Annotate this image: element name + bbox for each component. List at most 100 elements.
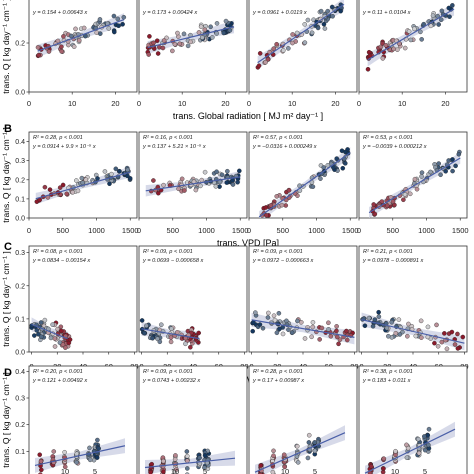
data-point — [106, 26, 112, 31]
data-point — [380, 56, 386, 61]
data-point — [161, 469, 166, 474]
data-point — [208, 24, 213, 30]
data-point — [174, 467, 179, 472]
data-point — [328, 334, 334, 339]
data-point — [312, 448, 318, 454]
x-tick-label: 5 — [203, 467, 207, 474]
data-point — [58, 328, 64, 334]
data-point — [365, 67, 371, 72]
regression-stats: R² = 0.53, p < 0.001 — [363, 135, 413, 141]
panel-label-C: C — [4, 241, 12, 253]
data-point — [199, 177, 205, 183]
y-tick-label: 0.4 — [15, 139, 25, 146]
data-point — [250, 328, 255, 334]
data-point — [450, 168, 455, 174]
data-point — [397, 332, 403, 337]
data-point — [258, 463, 263, 468]
data-point — [432, 340, 437, 346]
data-point — [37, 452, 43, 457]
regression-line — [368, 157, 461, 214]
data-point — [257, 322, 263, 327]
data-point — [321, 165, 326, 170]
data-point — [83, 177, 89, 183]
data-point — [235, 179, 240, 185]
x-axis-label: trans. VPD [Pa] — [217, 238, 279, 248]
x-tick-label: 500 — [276, 226, 289, 235]
data-point — [402, 192, 408, 197]
data-point — [317, 337, 322, 342]
data-point — [295, 444, 300, 449]
data-point — [224, 180, 230, 185]
data-point — [436, 161, 441, 166]
data-point — [170, 48, 175, 54]
data-point — [295, 318, 300, 324]
data-point — [271, 46, 277, 51]
data-point — [384, 325, 390, 331]
data-point — [253, 310, 258, 315]
data-point — [276, 311, 282, 316]
data-point — [376, 314, 382, 319]
data-point — [425, 324, 431, 330]
data-point — [175, 30, 180, 36]
data-point — [366, 315, 372, 321]
data-point — [271, 453, 276, 458]
x-tick-label: 500 — [166, 226, 179, 235]
data-point — [125, 167, 130, 173]
data-point — [430, 13, 436, 18]
data-point — [271, 448, 276, 454]
data-point — [368, 464, 374, 469]
data-point — [416, 450, 422, 456]
data-point — [181, 31, 187, 37]
regression-line — [251, 319, 355, 338]
x-tick-label: 1500 — [122, 226, 139, 235]
regression-line — [31, 323, 68, 340]
data-point — [305, 17, 311, 23]
regression-stats: y = 0.0834 − 0.00154 x — [32, 258, 90, 264]
data-point — [452, 342, 458, 347]
data-point — [390, 199, 396, 204]
y-axis-label: trans. Q [ kg day⁻¹ cm⁻¹ ] — [1, 127, 11, 222]
subplot-D-2: R² = 0.09, p < 0.001 y = 0.0743 + 0.00232… — [138, 365, 248, 474]
data-point — [422, 447, 428, 453]
data-point — [155, 51, 161, 56]
data-point — [179, 176, 185, 182]
plot-frame — [358, 365, 468, 474]
data-point — [107, 181, 112, 187]
regression-stats: R² = 0.08, p < 0.001 — [33, 249, 83, 255]
y-tick-label: 0.2 — [15, 177, 25, 184]
data-point — [325, 163, 331, 168]
data-point — [330, 14, 335, 19]
data-point — [94, 455, 100, 460]
data-point — [219, 172, 225, 178]
data-point — [80, 180, 85, 185]
data-point — [337, 337, 343, 342]
subplot-D-4: R² = 0.38, p < 0.001 y = 0.183 + 0.011 x 1… — [358, 365, 468, 474]
x-tick-label: 10 — [391, 467, 399, 474]
regression-stats: y = 0.0978 − 0.000891 x — [362, 258, 424, 264]
data-point — [260, 325, 266, 331]
x-tick-label: 20 — [111, 99, 119, 108]
data-point — [343, 161, 348, 166]
data-point — [200, 35, 205, 40]
data-point — [172, 41, 178, 47]
subplot-A-2: y = 0.173 + 0.00424 x 0 10 20 — [137, 0, 248, 108]
data-point — [362, 323, 368, 329]
data-point — [161, 182, 166, 188]
data-point — [117, 168, 122, 174]
data-point — [393, 330, 399, 336]
data-point — [272, 317, 278, 323]
data-point — [154, 38, 160, 43]
data-point — [60, 342, 66, 347]
data-point — [63, 345, 68, 350]
y-tick-label: 0.2 — [15, 422, 25, 429]
x-tick-label: 0 — [27, 99, 31, 108]
data-point — [225, 168, 230, 174]
data-point — [159, 322, 164, 328]
regression-stats: R² = 0.20, p < 0.001 — [33, 369, 83, 375]
data-point — [404, 455, 410, 460]
data-point — [148, 470, 153, 474]
data-point — [97, 31, 103, 36]
data-point — [70, 189, 76, 195]
data-point — [435, 343, 441, 349]
regression-stats: R² = 0.16, p < 0.001 — [143, 135, 193, 141]
